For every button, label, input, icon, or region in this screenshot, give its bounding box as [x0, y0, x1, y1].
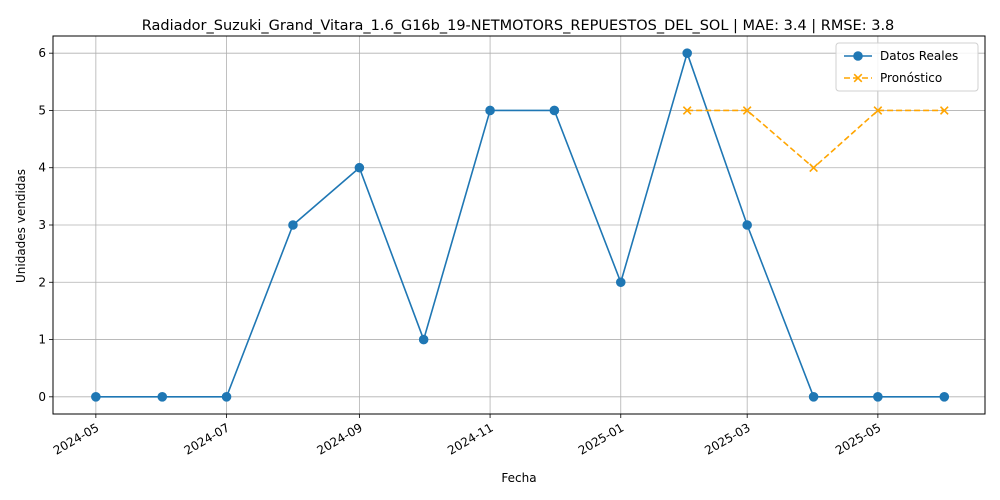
legend-marker: [853, 73, 863, 83]
x-axis-title: Fecha: [501, 471, 536, 485]
legend: Datos Reales Pronóstico: [835, 42, 979, 92]
data-point: [485, 105, 495, 116]
data-point: [873, 392, 883, 402]
y-tick-label: 4: [38, 161, 46, 175]
data-point: [742, 106, 752, 115]
data-point: [939, 392, 950, 402]
y-axis-title: Unidades vendidas: [14, 169, 28, 283]
legend-box: [835, 42, 979, 92]
series-layer: [91, 48, 950, 402]
data-point: [157, 392, 168, 402]
legend-label: Datos Reales: [880, 49, 958, 63]
data-point: [221, 392, 232, 402]
data-point: [682, 48, 692, 58]
data-point: [549, 105, 560, 116]
legend-marker: [853, 51, 863, 61]
data-point: [682, 106, 692, 115]
x-marker-stroke: [939, 106, 949, 115]
x-marker-stroke: [742, 106, 752, 115]
data-point: [873, 106, 883, 115]
y-tick-label: 6: [38, 46, 46, 60]
x-marker-stroke: [809, 163, 818, 173]
y-tick-label: 5: [38, 103, 46, 117]
series-line: [95, 50, 945, 398]
data-point: [615, 277, 626, 288]
x-marker-stroke: [853, 73, 863, 83]
data-point: [288, 220, 298, 230]
series-1: [682, 106, 949, 173]
data-point: [354, 162, 365, 173]
x-marker-stroke: [873, 106, 883, 115]
chart-title: Radiador_Suzuki_Grand_Vitara_1.6_G16b_19…: [142, 18, 895, 34]
y-tick-label: 2: [38, 275, 46, 289]
data-point: [808, 392, 819, 402]
y-tick-label: 1: [38, 333, 46, 347]
legend-label: Pronóstico: [880, 71, 942, 85]
data-point: [742, 220, 752, 230]
data-point: [418, 334, 429, 345]
data-point: [809, 163, 818, 173]
series-0: [91, 48, 950, 402]
y-tick-label: 3: [38, 218, 46, 232]
data-point: [91, 392, 101, 402]
legend-item: Pronóstico: [844, 71, 942, 85]
x-marker-stroke: [682, 106, 692, 115]
y-tick-label: 0: [38, 390, 46, 404]
legend-item: Datos Reales: [844, 49, 958, 63]
data-point: [939, 106, 949, 115]
